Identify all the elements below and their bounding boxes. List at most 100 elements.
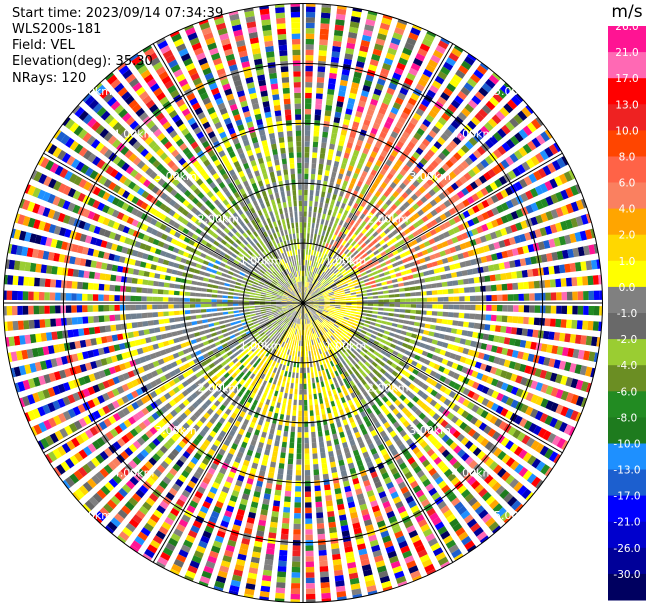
- velocity-gate: [382, 266, 389, 272]
- velocity-gate: [295, 372, 299, 379]
- velocity-gate: [295, 486, 302, 492]
- velocity-gate: [366, 289, 373, 293]
- velocity-gate: [544, 279, 551, 288]
- velocity-gate: [567, 248, 575, 258]
- velocity-gate: [334, 229, 339, 236]
- velocity-gate: [392, 434, 400, 443]
- velocity-gate: [319, 153, 326, 159]
- velocity-gate: [430, 542, 441, 552]
- velocity-gate: [375, 560, 386, 568]
- velocity-gate: [269, 341, 275, 347]
- velocity-gate: [212, 312, 218, 317]
- velocity-gate: [334, 488, 342, 495]
- velocity-gate: [168, 389, 176, 397]
- velocity-gate: [457, 111, 467, 121]
- velocity-gate: [365, 231, 371, 238]
- velocity-gate: [325, 249, 330, 255]
- velocity-gate: [371, 416, 379, 424]
- velocity-gate: [291, 310, 296, 315]
- velocity-gate: [325, 339, 329, 345]
- velocity-gate: [309, 190, 314, 196]
- velocity-gate: [580, 214, 589, 225]
- velocity-gate: [368, 187, 376, 194]
- velocity-gate: [303, 222, 307, 228]
- velocity-gate: [307, 323, 310, 330]
- velocity-gate: [341, 269, 347, 275]
- velocity-gate: [447, 343, 454, 350]
- velocity-gate: [175, 323, 182, 329]
- velocity-gate: [333, 359, 338, 366]
- velocity-gate: [394, 27, 405, 36]
- velocity-gate: [517, 351, 524, 360]
- velocity-gate: [561, 156, 569, 166]
- velocity-gate: [318, 348, 322, 355]
- velocity-gate: [409, 261, 416, 267]
- velocity-gate: [276, 332, 281, 338]
- velocity-gate: [377, 287, 383, 291]
- velocity-gate: [254, 429, 260, 436]
- velocity-gate: [473, 526, 484, 537]
- velocity-gate: [325, 316, 331, 321]
- velocity-gate: [409, 428, 418, 436]
- velocity-gate: [287, 464, 293, 470]
- velocity-gate: [476, 190, 484, 199]
- velocity-gate: [209, 430, 217, 438]
- velocity-gate: [404, 371, 411, 378]
- velocity-gate: [314, 320, 319, 326]
- velocity-gate: [259, 331, 265, 337]
- velocity-gate: [235, 375, 242, 382]
- velocity-gate: [242, 394, 249, 401]
- velocity-gate: [407, 456, 416, 465]
- velocity-gate: [505, 384, 514, 393]
- velocity-gate: [496, 507, 507, 518]
- velocity-gate: [428, 129, 437, 139]
- velocity-gate: [146, 476, 156, 486]
- velocity-gate: [418, 494, 428, 503]
- velocity-gate: [361, 508, 370, 516]
- velocity-gate: [537, 168, 547, 179]
- velocity-gate: [204, 365, 211, 372]
- velocity-gate: [175, 344, 182, 350]
- velocity-gate: [476, 146, 486, 156]
- velocity-gate: [378, 307, 384, 311]
- velocity-gate: [335, 13, 346, 21]
- velocity-gate: [324, 380, 329, 387]
- velocity-gate: [52, 400, 61, 411]
- velocity-gate: [225, 476, 234, 484]
- velocity-gate: [219, 338, 226, 344]
- velocity-gate: [437, 311, 443, 317]
- velocity-gate: [341, 331, 347, 337]
- velocity-gate: [228, 404, 235, 411]
- velocity-gate: [350, 177, 357, 185]
- velocity-gate: [351, 154, 358, 162]
- velocity-gate: [205, 472, 214, 480]
- velocity-gate: [293, 305, 299, 308]
- velocity-gate: [375, 387, 382, 395]
- velocity-gate: [66, 440, 76, 451]
- velocity-gate: [351, 10, 362, 18]
- velocity-gate: [375, 264, 382, 270]
- velocity-gate: [84, 429, 94, 439]
- velocity-gate: [588, 244, 596, 255]
- velocity-gate: [131, 401, 140, 410]
- velocity-gate: [348, 506, 357, 514]
- velocity-gate: [377, 246, 384, 253]
- velocity-gate: [366, 585, 377, 593]
- velocity-gate: [434, 372, 442, 380]
- velocity-gate: [344, 228, 350, 235]
- velocity-gate: [308, 301, 314, 303]
- velocity-gate: [434, 392, 443, 400]
- velocity-gate: [265, 305, 271, 307]
- velocity-gate: [296, 318, 299, 324]
- velocity-gate: [516, 432, 526, 442]
- velocity-gate: [232, 524, 241, 532]
- velocity-gate: [438, 192, 446, 201]
- velocity-gate: [488, 521, 500, 532]
- velocity-gate: [378, 272, 385, 278]
- velocity-gate: [322, 468, 329, 475]
- velocity-gate: [353, 350, 359, 356]
- velocity-gate: [310, 426, 316, 433]
- velocity-gate: [304, 125, 311, 131]
- velocity-gate: [317, 294, 323, 297]
- velocity-gate: [328, 322, 334, 327]
